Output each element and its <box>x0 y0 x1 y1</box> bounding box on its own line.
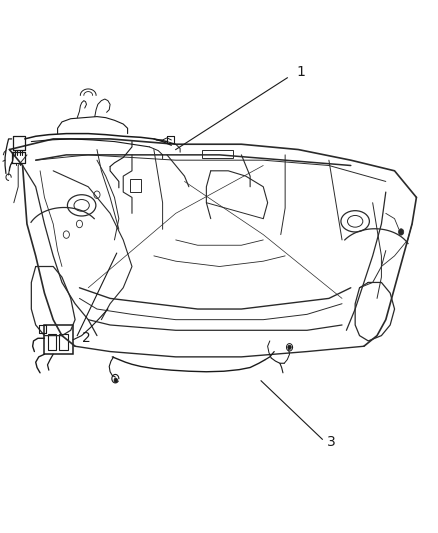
Circle shape <box>114 378 117 382</box>
Bar <box>130 179 141 192</box>
Circle shape <box>398 229 403 235</box>
Bar <box>201 150 232 158</box>
Bar <box>47 334 56 350</box>
Text: 2: 2 <box>81 332 90 345</box>
Text: 3: 3 <box>326 435 335 449</box>
Bar <box>59 334 67 350</box>
Text: 1: 1 <box>295 66 304 79</box>
Circle shape <box>287 345 290 350</box>
